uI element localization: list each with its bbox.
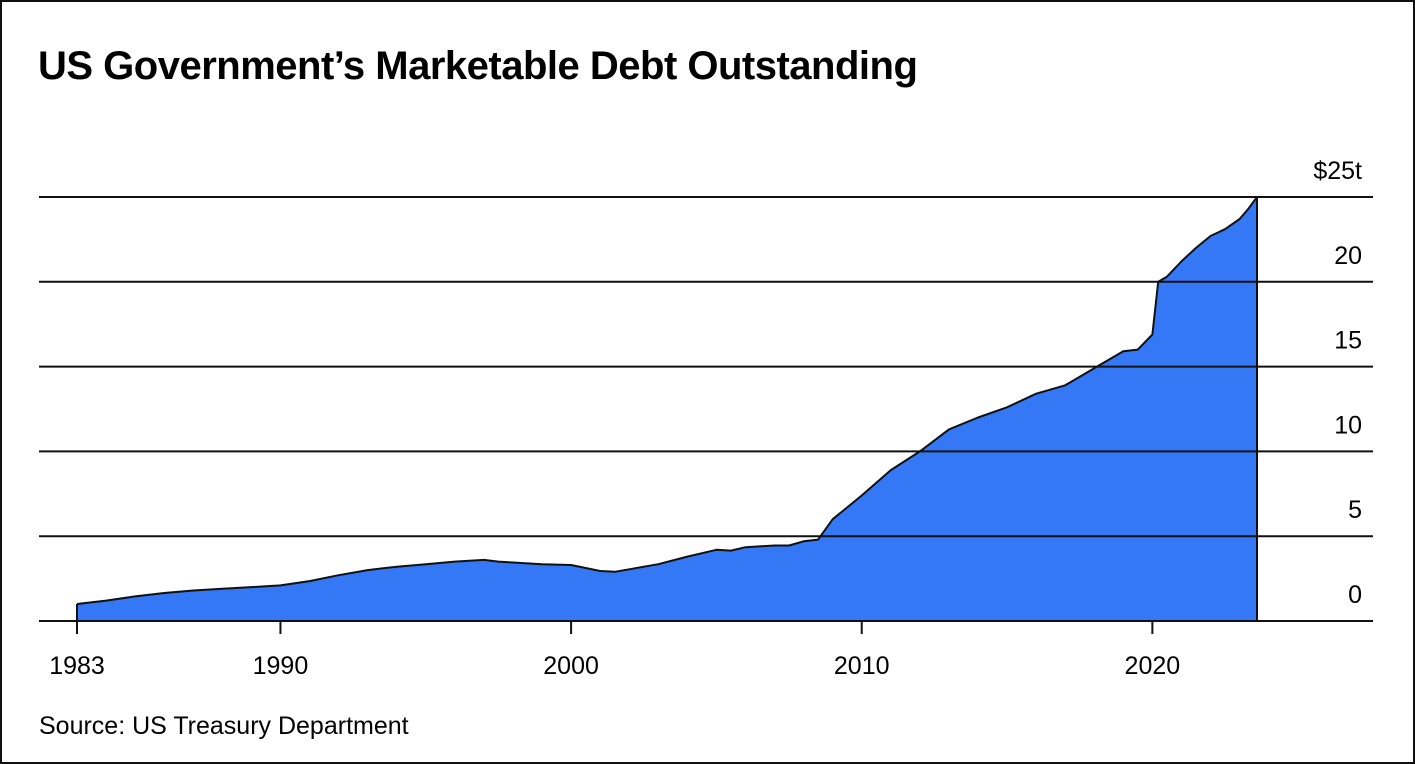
debt-area-fill xyxy=(77,197,1257,621)
x-tick-label-2020: 2020 xyxy=(1125,652,1181,680)
y-tick-label-15: 15 xyxy=(1334,327,1362,355)
y-tick-label-5: 5 xyxy=(1348,496,1362,524)
x-tick-label-2000: 2000 xyxy=(543,652,599,680)
x-tick-label-2010: 2010 xyxy=(834,652,890,680)
source-note: Source: US Treasury Department xyxy=(39,712,409,740)
y-tick-label-0: 0 xyxy=(1348,581,1362,609)
y-tick-label-20: 20 xyxy=(1334,242,1362,270)
debt-area-outline xyxy=(76,196,1258,605)
chart-title: US Government’s Marketable Debt Outstand… xyxy=(38,44,918,88)
x-tick-label-1983: 1983 xyxy=(49,652,105,680)
y-tick-label-25: $25t xyxy=(1313,157,1362,185)
y-tick-label-10: 10 xyxy=(1334,411,1362,439)
x-tick-label-1990: 1990 xyxy=(253,652,309,680)
